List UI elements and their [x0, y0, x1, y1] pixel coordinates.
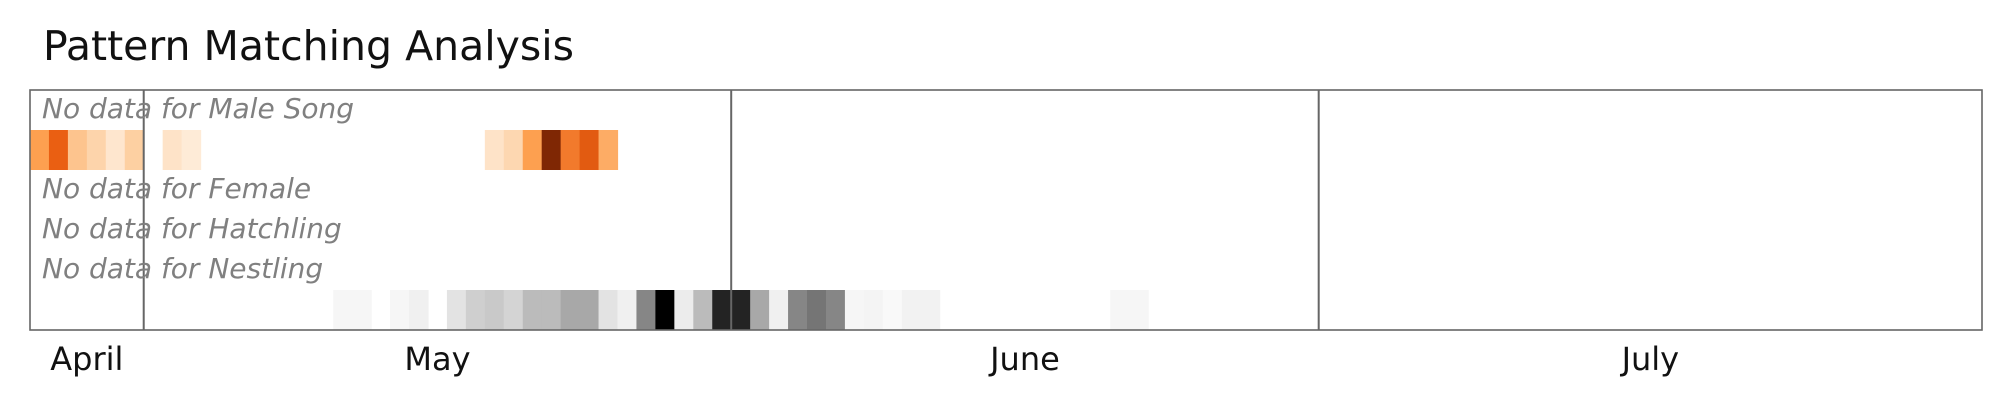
plot-frame	[29, 89, 1983, 331]
no-data-labels: No data for Male Song No data for Female N…	[42, 92, 354, 285]
heatmap-cell	[598, 130, 619, 170]
heatmap-cell	[484, 130, 505, 170]
heatmap-cell	[712, 290, 732, 330]
heatmap-cell	[124, 130, 145, 170]
month-label: July	[1620, 340, 1680, 378]
heatmap-cell	[560, 130, 581, 170]
heatmap-cell	[920, 290, 941, 330]
heatmap-cell	[333, 290, 353, 330]
heatmap-cell	[693, 290, 713, 330]
heatmap-cell	[636, 290, 656, 330]
heatmap-cell	[901, 290, 922, 330]
heatmap-cell	[86, 130, 107, 170]
heatmap-cell	[863, 290, 884, 330]
heatmap-cell	[750, 290, 770, 330]
heatmap-cell	[807, 290, 827, 330]
heatmap-cell	[674, 290, 694, 330]
heatmap-cell	[541, 130, 562, 170]
heatmap-cell	[598, 290, 619, 330]
heatmap-cells	[30, 130, 1149, 330]
heatmap-cell	[67, 130, 88, 170]
heatmap-cell	[844, 290, 865, 330]
heatmap-cell	[617, 290, 638, 330]
no-data-label: No data for Male Song	[42, 92, 354, 125]
no-data-label: No data for Nestling	[42, 252, 323, 285]
month-label: April	[50, 340, 123, 378]
month-boundaries	[142, 90, 1320, 330]
heatmap-cell	[48, 130, 69, 170]
heatmap-cell	[560, 290, 581, 330]
no-data-label: No data for Female	[42, 172, 311, 205]
heatmap-cell	[1129, 290, 1149, 330]
heatmap-cell	[162, 130, 183, 170]
heatmap-cell	[769, 290, 789, 330]
heatmap-cell	[541, 290, 562, 330]
heatmap-cell	[409, 290, 429, 330]
heatmap-cell	[503, 130, 524, 170]
heatmap-cell	[579, 290, 600, 330]
heatmap-cell	[579, 130, 600, 170]
heatmap-cell	[522, 290, 543, 330]
heatmap-cell	[655, 290, 675, 330]
heatmap-cell	[882, 290, 903, 330]
heatmap-cell	[181, 130, 202, 170]
month-label: June	[988, 340, 1060, 378]
month-labels: April May June July	[50, 340, 1679, 378]
no-data-label: No data for Hatchling	[42, 212, 342, 245]
heatmap-cell	[825, 290, 846, 330]
heatmap-cell	[352, 290, 372, 330]
heatmap-cell	[30, 130, 50, 170]
heatmap-cell	[390, 290, 410, 330]
heatmap-cell	[731, 290, 751, 330]
heatmap-cell	[484, 290, 505, 330]
heatmap-cell	[446, 290, 467, 330]
month-label: May	[404, 340, 470, 378]
chart-title: Pattern Matching Analysis	[43, 22, 574, 70]
heatmap-cell	[105, 130, 126, 170]
heatmap-cell	[465, 290, 486, 330]
heatmap-cell	[522, 130, 543, 170]
heatmap-cell	[1110, 290, 1130, 330]
heatmap-cell	[788, 290, 808, 330]
heatmap-cell	[503, 290, 524, 330]
